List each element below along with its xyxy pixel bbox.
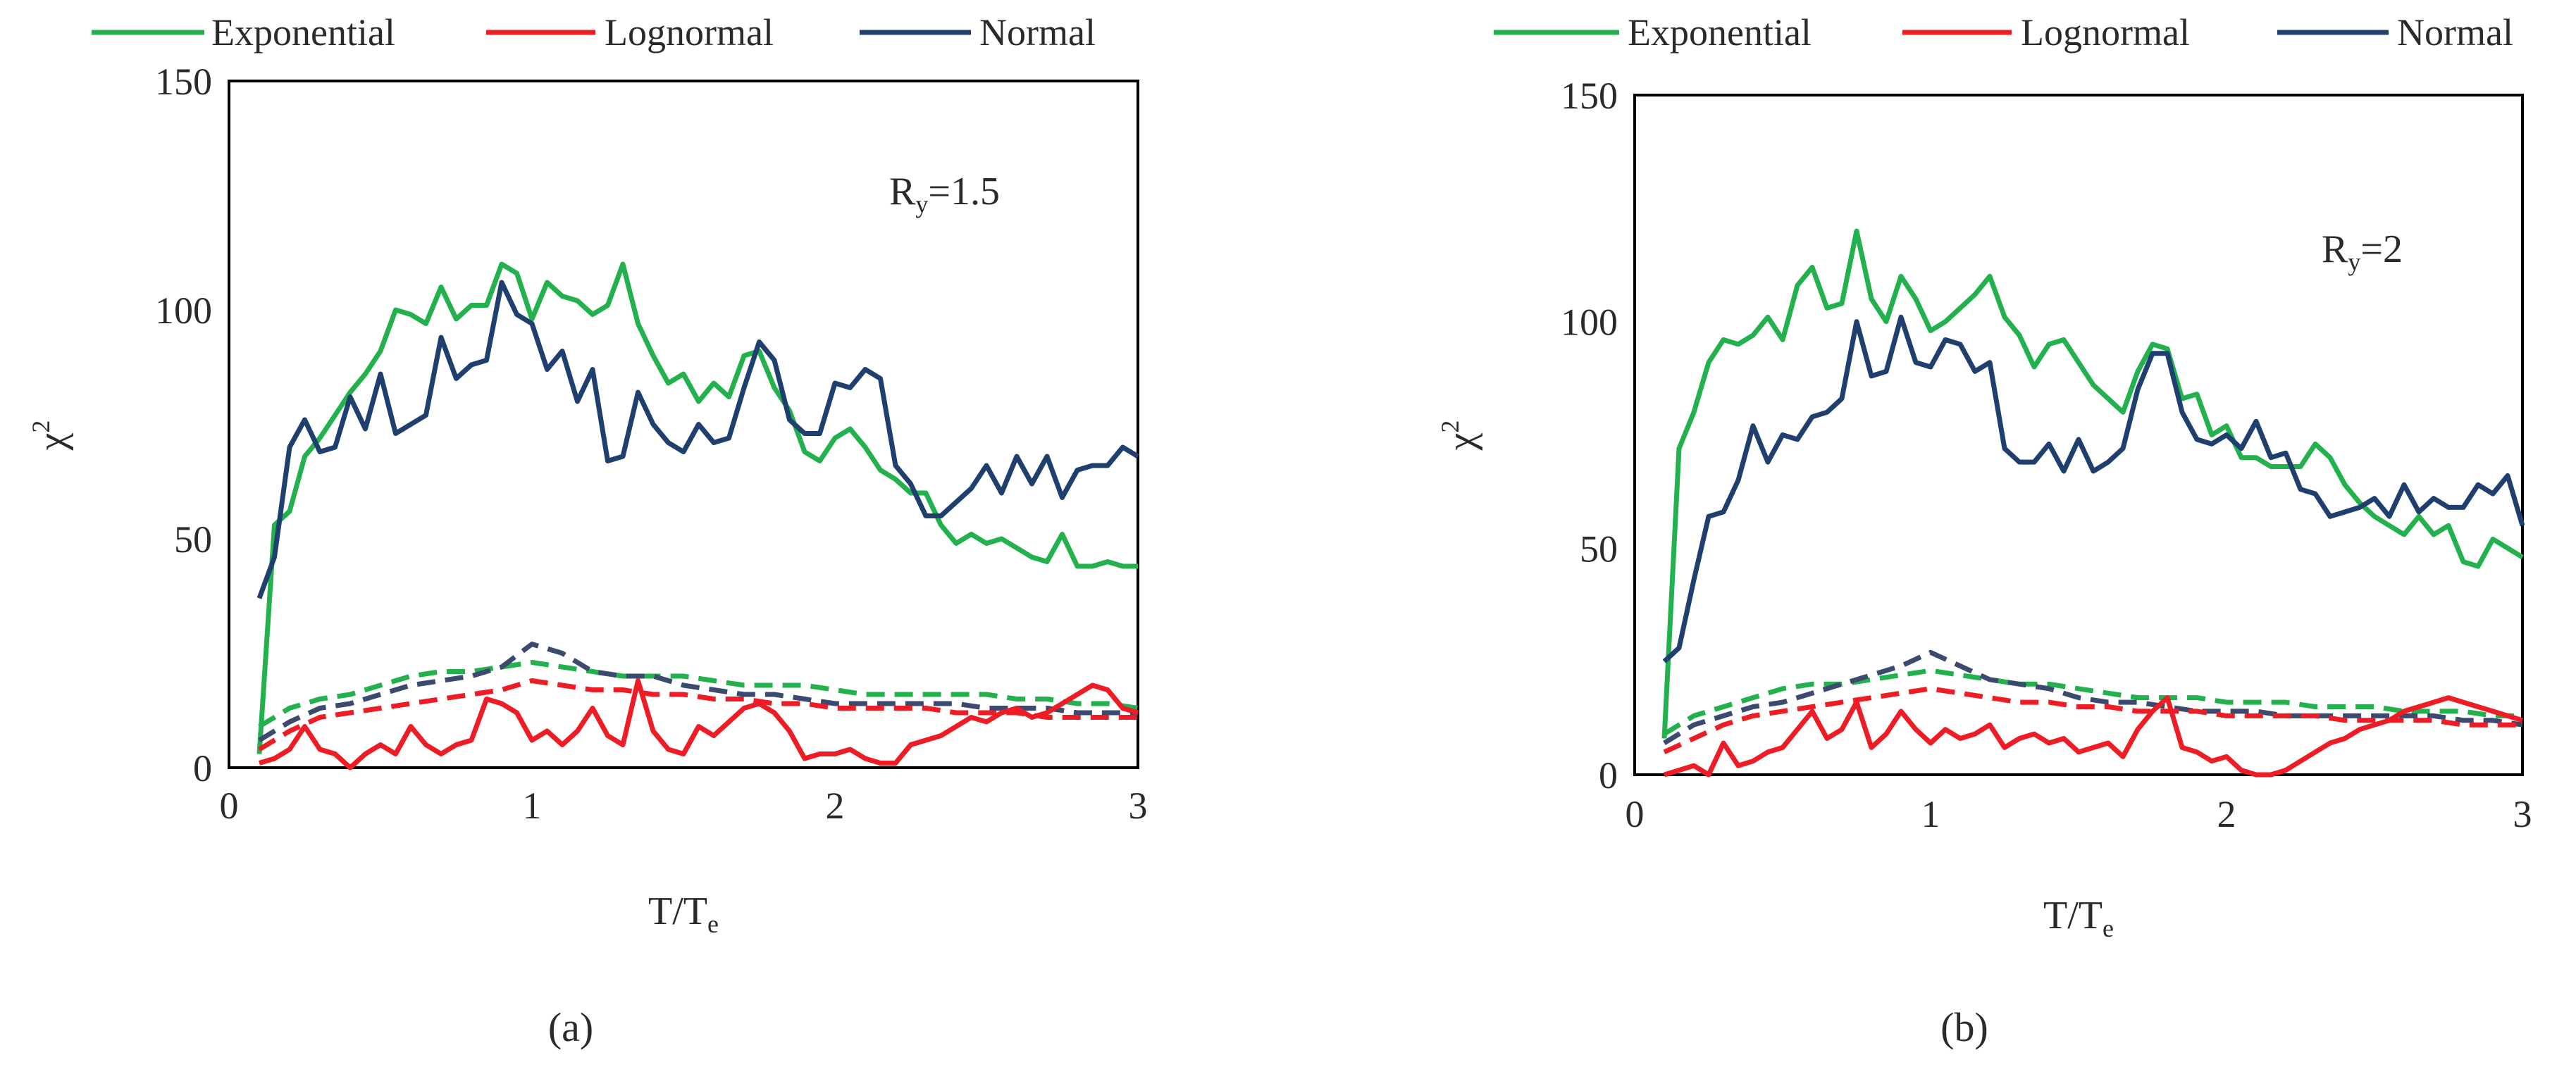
y-tick-label: 0 xyxy=(1599,754,1618,797)
y-tick-label: 100 xyxy=(1561,301,1618,344)
series-line-exponential xyxy=(256,261,1138,754)
legend-item-lognormal: Lognormal xyxy=(1902,11,2190,54)
legend-label-normal: Normal xyxy=(2397,11,2513,54)
x-tick-label: 3 xyxy=(2513,793,2532,835)
series-line-exponential-dashed xyxy=(1663,668,2522,737)
y-tick-label: 50 xyxy=(1580,528,1618,570)
series-line-lognormal-dashed xyxy=(258,678,1138,751)
y-axis-label: χ2 xyxy=(1436,420,1483,451)
legend-item-lognormal: Lognormal xyxy=(486,11,774,54)
x-tick-label: 0 xyxy=(1626,793,1645,835)
chart-panel-a: Exponential Lognormal Normal 0 50 100 150 0… xyxy=(27,11,1148,1050)
series-layer xyxy=(1661,228,2525,778)
x-tick-label: 2 xyxy=(2217,793,2236,835)
y-axis-ticks: 0 50 100 150 xyxy=(155,61,212,790)
x-tick-label: 2 xyxy=(826,785,845,827)
series-line-lognormal xyxy=(1663,695,2524,778)
legend: Exponential Lognormal Normal xyxy=(92,11,1096,54)
series-line-normal xyxy=(256,280,1139,599)
x-axis-ticks: 0 1 2 3 xyxy=(1626,793,2532,835)
y-tick-label: 100 xyxy=(155,289,212,332)
panel-label: (a) xyxy=(548,1004,593,1050)
y-tick-label: 150 xyxy=(1561,75,1618,117)
ry-annotation: Ry=1.5 xyxy=(889,170,1000,218)
legend-label-lognormal: Lognormal xyxy=(605,11,774,54)
x-tick-label: 0 xyxy=(220,785,239,827)
legend-label-lognormal: Lognormal xyxy=(2021,11,2190,54)
x-axis-label: T/Te xyxy=(648,890,719,938)
legend-label-exponential: Exponential xyxy=(1628,11,1812,54)
series-line-normal-dashed xyxy=(1663,649,2523,745)
series-line-lognormal-dashed xyxy=(1663,686,2522,754)
legend-label-normal: Normal xyxy=(979,11,1096,54)
x-axis-ticks: 0 1 2 3 xyxy=(220,785,1148,827)
series-line-exponential xyxy=(1661,228,2524,739)
y-tick-label: 50 xyxy=(174,518,212,561)
legend-label-exponential: Exponential xyxy=(211,11,395,54)
y-tick-label: 150 xyxy=(155,61,212,103)
series-line-lognormal xyxy=(258,678,1139,770)
x-axis-label: T/Te xyxy=(2043,894,2114,942)
series-layer xyxy=(256,261,1139,770)
legend-item-normal: Normal xyxy=(2277,11,2513,54)
chart-panel-b: Exponential Lognormal Normal 0 50 100 150 0… xyxy=(1436,11,2532,1050)
x-tick-label: 3 xyxy=(1129,785,1148,827)
x-tick-label: 1 xyxy=(523,785,542,827)
series-line-exponential-dashed xyxy=(258,660,1139,729)
series-line-normal-dashed xyxy=(258,642,1138,742)
ry-annotation: Ry=2 xyxy=(2322,227,2403,276)
legend: Exponential Lognormal Normal xyxy=(1494,11,2513,54)
legend-item-exponential: Exponential xyxy=(1494,11,1812,54)
plot-area-frame xyxy=(1633,94,2524,776)
legend-item-exponential: Exponential xyxy=(92,11,395,54)
series-line-normal xyxy=(1662,314,2525,663)
panel-label: (b) xyxy=(1940,1004,1988,1050)
plot-area-frame xyxy=(228,80,1139,769)
y-axis-label: χ2 xyxy=(27,420,74,451)
legend-item-normal: Normal xyxy=(860,11,1096,54)
y-axis-ticks: 0 50 100 150 xyxy=(1561,75,1618,797)
x-tick-label: 1 xyxy=(1921,793,1940,835)
y-tick-label: 0 xyxy=(193,747,212,790)
